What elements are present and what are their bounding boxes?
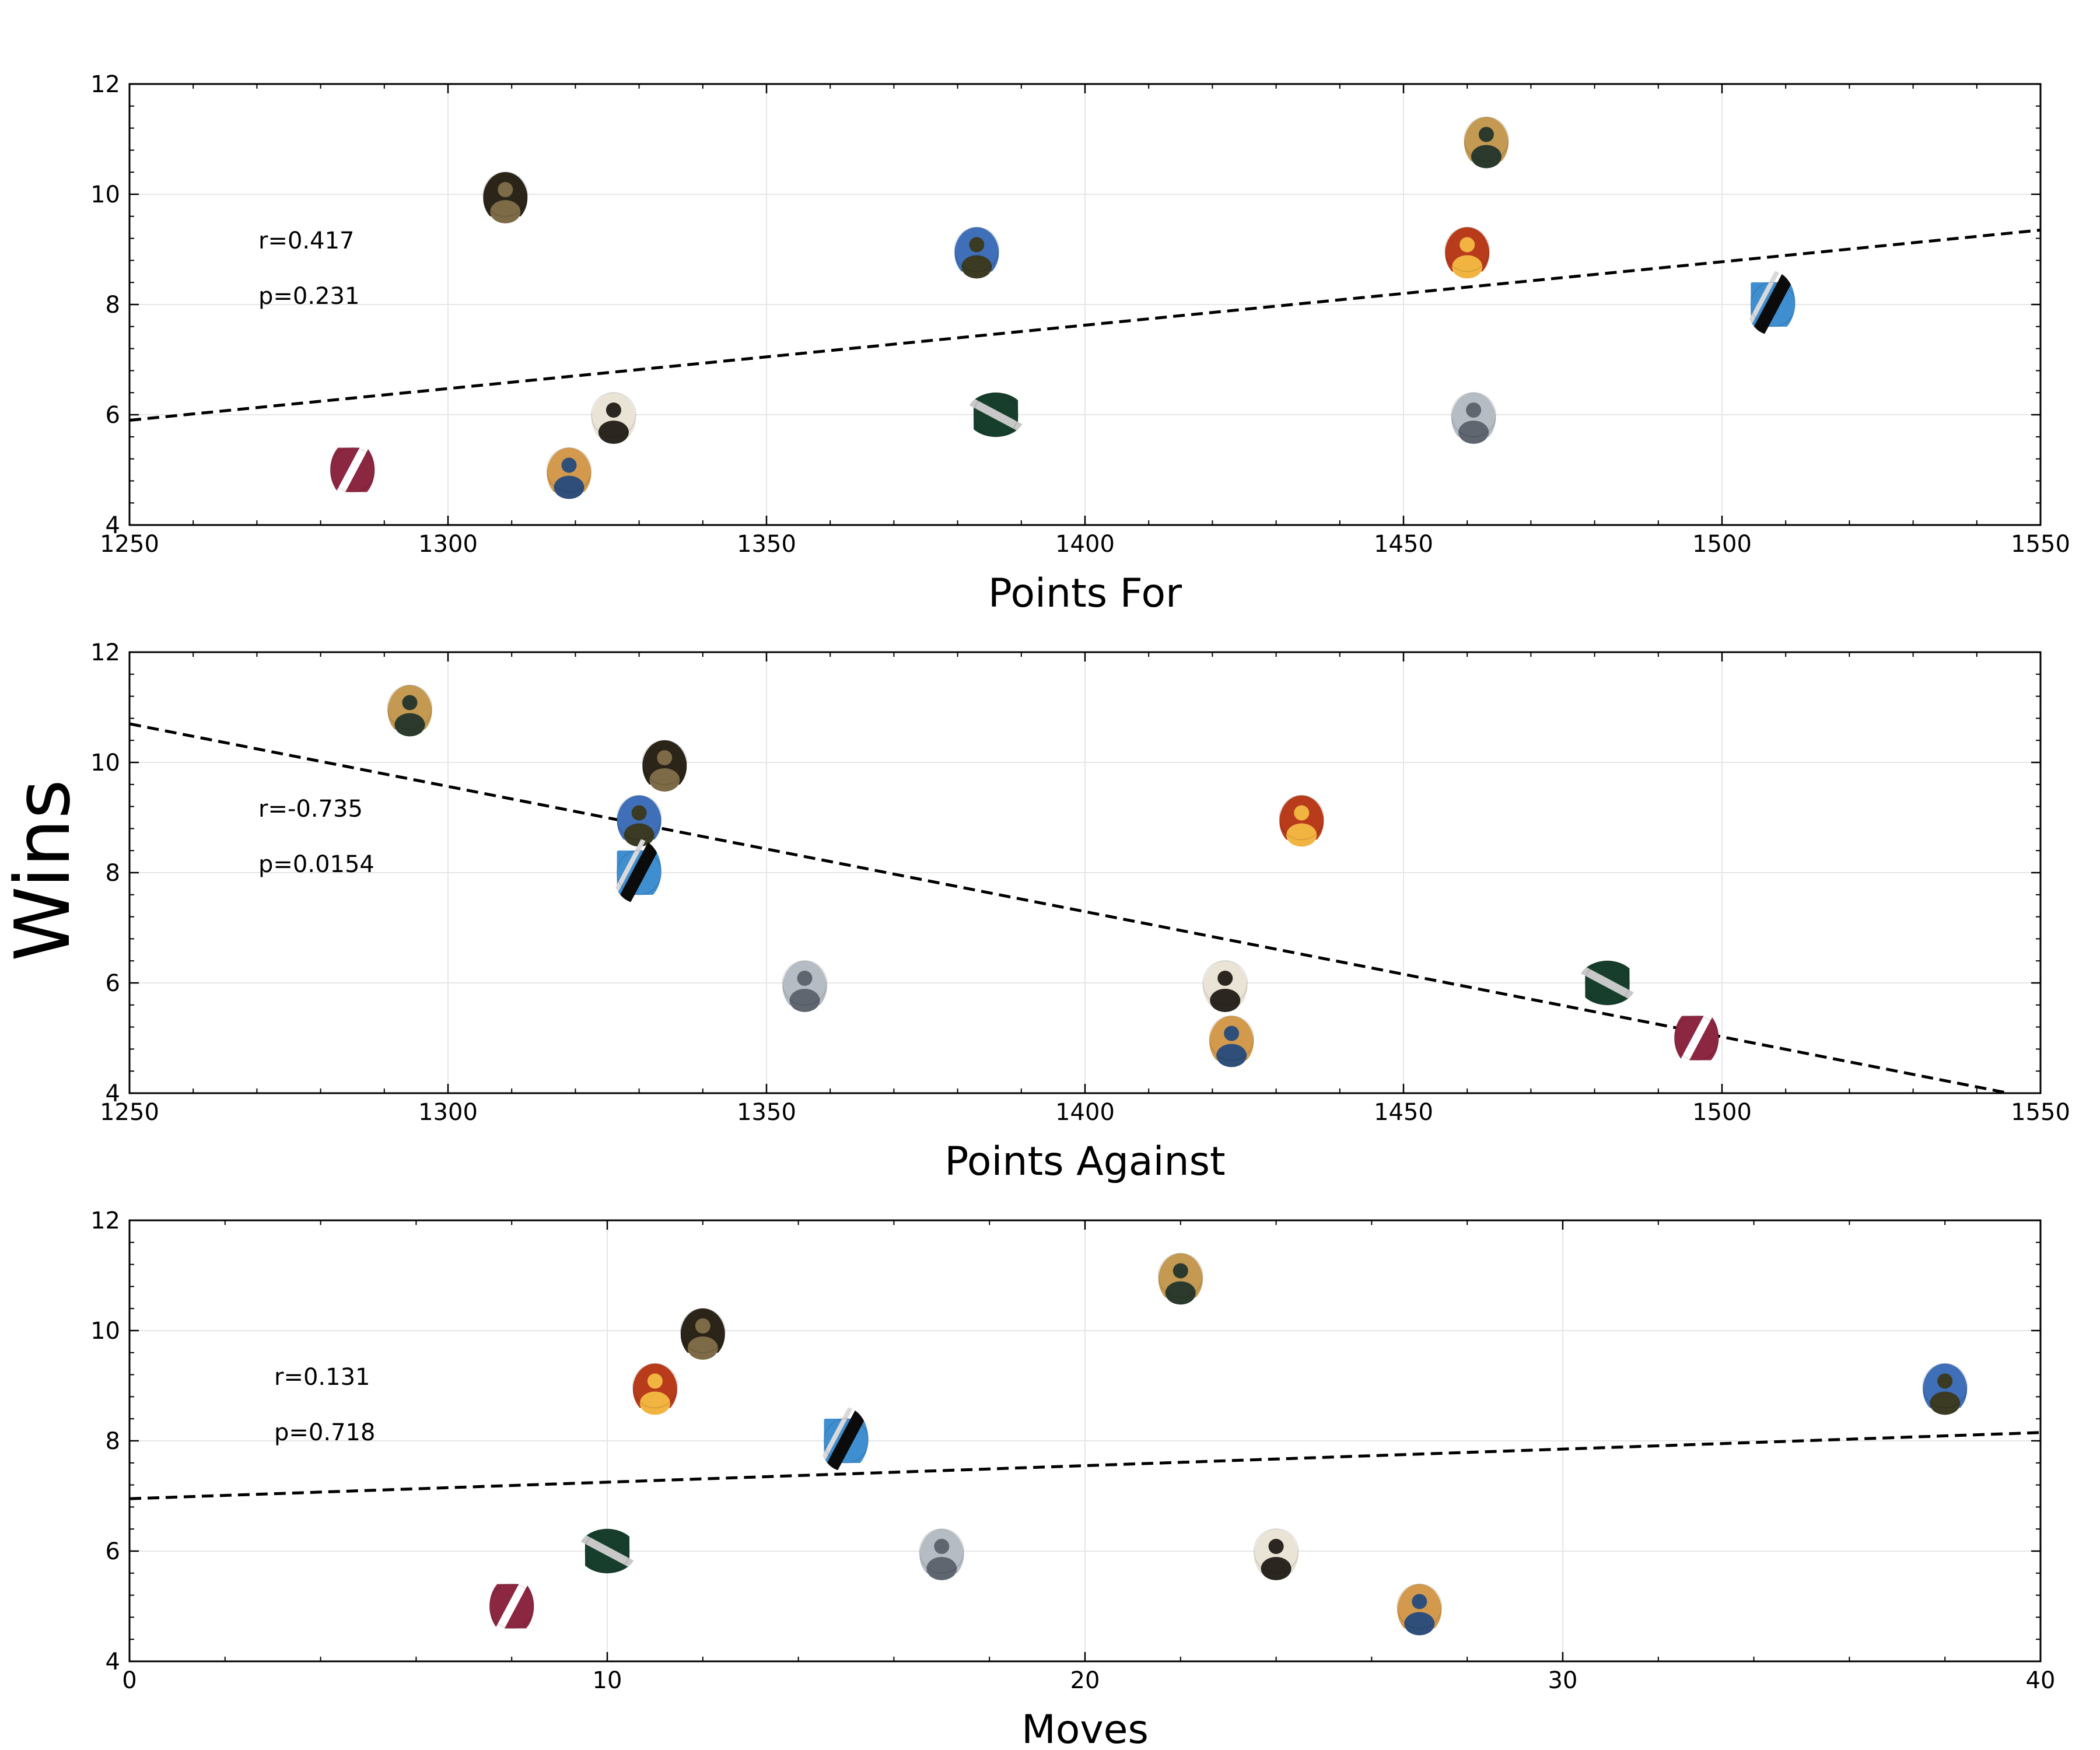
data-point-cap-player [1209,1015,1254,1068]
plot-frame [128,1219,2042,1662]
y-tick-label: 12 [90,639,120,666]
x-tick-label: 20 [1070,1667,1100,1694]
x-tick-label: 1500 [1692,531,1752,558]
x-tick-label: 1400 [1055,531,1115,558]
y-tick-label: 12 [90,71,120,98]
x-tick-label: 1450 [1374,531,1433,558]
p-value-label: p=0.718 [274,1419,375,1446]
y-tick-label: 6 [106,1538,120,1565]
x-tick-label: 1300 [418,1099,478,1126]
data-point-dark-portrait [680,1308,726,1360]
chart-panel-2: 1250 1300 1350 1400 1450 1500 1550 4 6 8 10 12 r=-0.… [90,639,2070,1185]
x-tick-label: 10 [593,1667,622,1694]
x-axis-label: Moves [1021,1707,1149,1750]
x-tick-label: 1250 [100,1099,159,1126]
data-point-green-stripe [966,392,1026,438]
data-point-dark-portrait [642,740,688,792]
data-point-old-portrait [591,392,636,444]
correlation-r-label: r=0.131 [274,1364,370,1391]
data-point-green-stripe [578,1528,637,1574]
data-point-sunglasses-man [1158,1252,1203,1305]
trend-line [129,1431,2041,1500]
trend-line [129,228,2041,422]
y-tick-label: 4 [106,512,120,539]
data-point-sunglasses-man [1464,116,1509,169]
y-tick-label: 8 [106,1428,120,1455]
y-tick-label: 8 [106,860,120,887]
data-point-cap-player [546,447,592,499]
data-point-blue-black-stripe [612,838,662,904]
y-tick-label: 6 [106,970,120,997]
data-point-gray-emblem [1451,392,1496,444]
data-point-gray-emblem [919,1528,965,1580]
data-point-maroon-stripe [489,1577,534,1636]
y-tick-label: 8 [106,292,120,318]
y-tick-label: 4 [106,1080,120,1107]
p-value-label: p=0.231 [258,283,359,310]
x-tick-label: 1500 [1692,1099,1752,1126]
x-axis-label: Points Against [944,1139,1225,1185]
data-point-old-portrait [1253,1528,1299,1580]
data-point-team-photo [616,794,662,847]
x-tick-label: 1350 [737,531,796,558]
y-tick-label: 4 [106,1648,120,1675]
data-point-green-stripe [1578,960,1637,1006]
plot-frame [128,651,2042,1094]
data-point-red-poster [1279,794,1325,847]
correlation-r-label: r=0.417 [258,228,354,254]
chart-panel-1: 1250 1300 1350 1400 1450 1500 1550 4 6 8 10 12 r=0.4… [90,71,2070,617]
figure-ylabel: Wins [0,779,87,961]
data-point-cap-player [1396,1583,1443,1636]
data-point-blue-black-stripe [1746,270,1796,335]
x-tick-label: 1550 [2011,531,2070,558]
y-tick-label: 12 [90,1208,120,1234]
y-tick-label: 6 [106,402,120,429]
correlation-r-label: r=-0.735 [258,796,363,822]
x-axis-label: Points For [988,570,1182,617]
data-point-maroon-stripe [1674,1009,1720,1068]
x-tick-label: 1350 [737,1099,796,1126]
data-point-dark-portrait [482,172,528,223]
y-tick-label: 10 [90,750,120,776]
x-tick-label: 1300 [418,531,478,558]
x-tick-label: 0 [122,1667,136,1694]
chart-panel-3: 0 10 20 30 40 4 6 8 10 12 r=0.131 p=0.718 Moves [90,1208,2055,1750]
x-tick-label: 1550 [2011,1099,2070,1126]
x-tick-label: 1400 [1055,1099,1115,1126]
data-point-team-photo [1922,1363,1968,1415]
data-point-blue-black-stripe [819,1406,869,1472]
p-value-label: p=0.0154 [258,851,374,878]
x-tick-label: 40 [2026,1667,2056,1694]
data-point-team-photo [954,226,1000,279]
data-point-gray-emblem [782,960,828,1012]
plot-frame [128,83,2042,526]
x-tick-label: 1450 [1374,1099,1433,1126]
x-tick-label: 1250 [100,531,159,558]
data-point-old-portrait [1202,960,1248,1012]
y-tick-label: 10 [90,181,120,208]
data-point-sunglasses-man [387,684,433,737]
data-point-red-poster [1444,226,1490,279]
data-point-red-poster [632,1363,678,1415]
trend-line [129,722,2009,1095]
chart-panels: 1250 1300 1350 1400 1450 1500 1550 4 6 8 10 12 r=0.4… [90,71,2070,1750]
data-point-maroon-stripe [330,440,375,499]
x-tick-label: 30 [1548,1667,1578,1694]
y-tick-label: 10 [90,1318,120,1345]
